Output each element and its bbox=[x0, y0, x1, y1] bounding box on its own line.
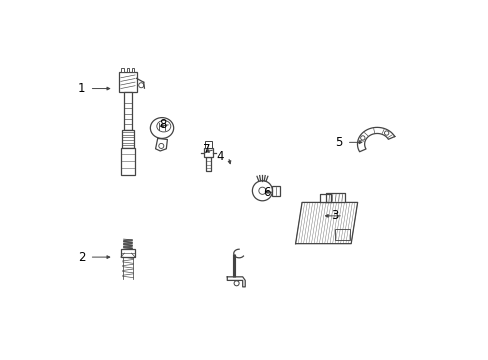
Polygon shape bbox=[325, 193, 345, 202]
Bar bbox=[334, 229, 349, 240]
Bar bbox=[119, 72, 136, 92]
Polygon shape bbox=[295, 202, 357, 244]
Text: 8: 8 bbox=[159, 118, 166, 131]
Text: 3: 3 bbox=[331, 210, 338, 222]
Bar bbox=[124, 92, 132, 130]
Polygon shape bbox=[155, 138, 167, 151]
Bar bbox=[121, 148, 135, 175]
Text: 7: 7 bbox=[203, 143, 210, 156]
Polygon shape bbox=[227, 277, 244, 287]
Text: 6: 6 bbox=[263, 186, 270, 199]
Text: 1: 1 bbox=[78, 82, 85, 95]
Text: 2: 2 bbox=[78, 251, 85, 264]
Polygon shape bbox=[357, 127, 394, 152]
Bar bbox=[206, 157, 211, 171]
Polygon shape bbox=[320, 194, 330, 202]
Bar bbox=[131, 68, 134, 72]
Text: 4: 4 bbox=[216, 150, 224, 163]
Bar bbox=[121, 249, 135, 257]
Bar bbox=[122, 130, 133, 148]
Bar bbox=[272, 186, 280, 196]
Bar bbox=[205, 141, 211, 148]
Bar bbox=[203, 148, 213, 157]
Bar bbox=[121, 68, 124, 72]
Bar bbox=[126, 68, 129, 72]
Text: 5: 5 bbox=[334, 136, 342, 149]
